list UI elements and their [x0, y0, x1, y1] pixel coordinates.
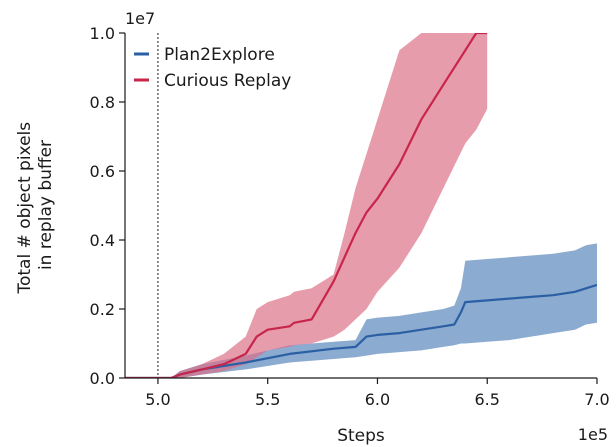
band-series-0 — [125, 243, 597, 378]
y-tick-label: 0.4 — [90, 231, 115, 250]
y-tick-label: 0.0 — [90, 369, 115, 388]
y-tick-label: 1.0 — [90, 24, 115, 43]
line-series-0 — [125, 283, 597, 378]
x-tick-label: 7.0 — [584, 390, 609, 409]
legend: Plan2Explore Curious Replay — [134, 45, 291, 91]
line-series-1 — [125, 33, 488, 378]
y-offset-label: 1e7 — [125, 9, 155, 28]
x-tick-label: 6.5 — [475, 390, 500, 409]
x-offset-label: 1e5 — [578, 425, 608, 444]
y-tick-label: 0.6 — [90, 162, 115, 181]
x-axis-label: Steps — [337, 426, 385, 446]
y-tick-label: 0.8 — [90, 93, 115, 112]
x-tick-label: 5.5 — [255, 390, 280, 409]
y-axis-label: Total # object pixels in replay buffer — [15, 116, 56, 294]
x-tick-label: 5.0 — [145, 390, 170, 409]
legend-label: Plan2Explore — [164, 45, 275, 65]
y-tick-label: 0.2 — [90, 300, 115, 319]
y-axis-label-line-1: Total # object pixels — [15, 122, 35, 295]
y-axis-label-line-2: in replay buffer — [36, 140, 56, 270]
legend-label: Curious Replay — [164, 71, 291, 91]
band-series-1 — [125, 33, 488, 378]
x-tick-label: 6.0 — [365, 390, 390, 409]
